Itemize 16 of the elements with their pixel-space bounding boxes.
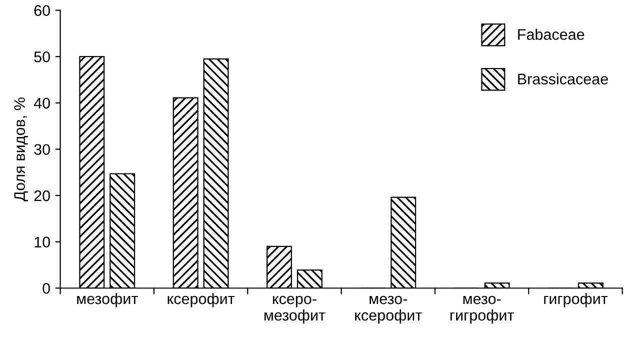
- x-tick-label: гигрофит: [544, 292, 608, 308]
- y-tick-label: 40: [34, 98, 50, 109]
- x-tick-label: мезофит: [77, 292, 138, 308]
- y-tick-label: 50: [34, 51, 50, 62]
- legend-label: Fabaceae: [518, 28, 584, 40]
- x-tick-label: ксерофит: [168, 292, 235, 308]
- y-tick-label: 30: [34, 144, 50, 155]
- y-tick-label: 20: [34, 190, 50, 202]
- y-tick-label: 60: [34, 5, 50, 16]
- y-tick-label: 0: [42, 282, 50, 294]
- legend-label: Brassicaceae: [518, 73, 608, 84]
- y-axis-title: Доля видов, %: [14, 98, 28, 202]
- x-tick-label: мезо- гигрофит: [450, 296, 514, 324]
- x-tick-label: мезо- ксерофит: [355, 296, 422, 324]
- x-tick-label: ксеро- мезофит: [264, 296, 326, 324]
- y-tick-label: 10: [34, 236, 50, 248]
